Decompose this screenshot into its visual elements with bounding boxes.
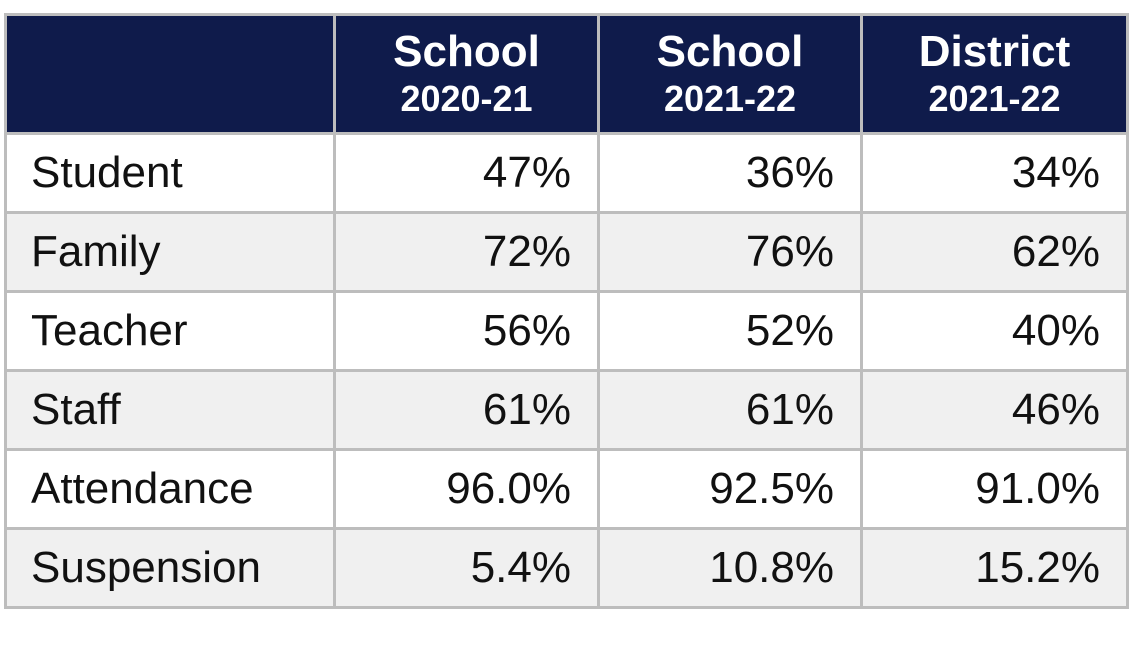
header-period: 2021-22	[663, 78, 797, 119]
cell-value: 36%	[597, 132, 863, 214]
table-row: Teacher 56% 52% 40%	[4, 290, 1129, 372]
row-label: Family	[4, 211, 336, 293]
table-row: Student 47% 36% 34%	[4, 132, 1129, 214]
cell-value: 46%	[860, 369, 1129, 451]
table-row: Suspension 5.4% 10.8% 15.2%	[4, 527, 1129, 609]
cell-value: 96.0%	[333, 448, 600, 530]
row-label: Teacher	[4, 290, 336, 372]
header-cell: School 2021-22	[597, 13, 863, 135]
cell-value: 76%	[597, 211, 863, 293]
row-label: Staff	[4, 369, 336, 451]
row-label: Attendance	[4, 448, 336, 530]
cell-value: 34%	[860, 132, 1129, 214]
table-row: Family 72% 76% 62%	[4, 211, 1129, 293]
header-cell: District 2021-22	[860, 13, 1129, 135]
cell-value: 92.5%	[597, 448, 863, 530]
header-title: School	[393, 27, 540, 76]
data-table: School 2020-21 School 2021-22 District 2021-2…	[4, 13, 1129, 609]
header-row: School 2020-21 School 2021-22 District 2021-2…	[4, 13, 1129, 135]
cell-value: 91.0%	[860, 448, 1129, 530]
header-corner	[4, 13, 336, 135]
header-title: School	[656, 27, 804, 76]
cell-value: 62%	[860, 211, 1129, 293]
cell-value: 52%	[597, 290, 863, 372]
row-label: Suspension	[4, 527, 336, 609]
cell-value: 40%	[860, 290, 1129, 372]
cell-value: 61%	[333, 369, 600, 451]
table-row: Attendance 96.0% 92.5% 91.0%	[4, 448, 1129, 530]
cell-value: 56%	[333, 290, 600, 372]
cell-value: 15.2%	[860, 527, 1129, 609]
table-body: Student 47% 36% 34% Family 72% 76% 62% Teacher 56…	[4, 132, 1129, 609]
header-period: 2021-22	[928, 78, 1061, 119]
cell-value: 61%	[597, 369, 863, 451]
cell-value: 5.4%	[333, 527, 600, 609]
row-label: Student	[4, 132, 336, 214]
cell-value: 72%	[333, 211, 600, 293]
table-row: Staff 61% 61% 46%	[4, 369, 1129, 451]
cell-value: 47%	[333, 132, 600, 214]
header-title: District	[918, 27, 1071, 76]
cell-value: 10.8%	[597, 527, 863, 609]
header-period: 2020-21	[400, 78, 533, 119]
header-cell: School 2020-21	[333, 13, 600, 135]
